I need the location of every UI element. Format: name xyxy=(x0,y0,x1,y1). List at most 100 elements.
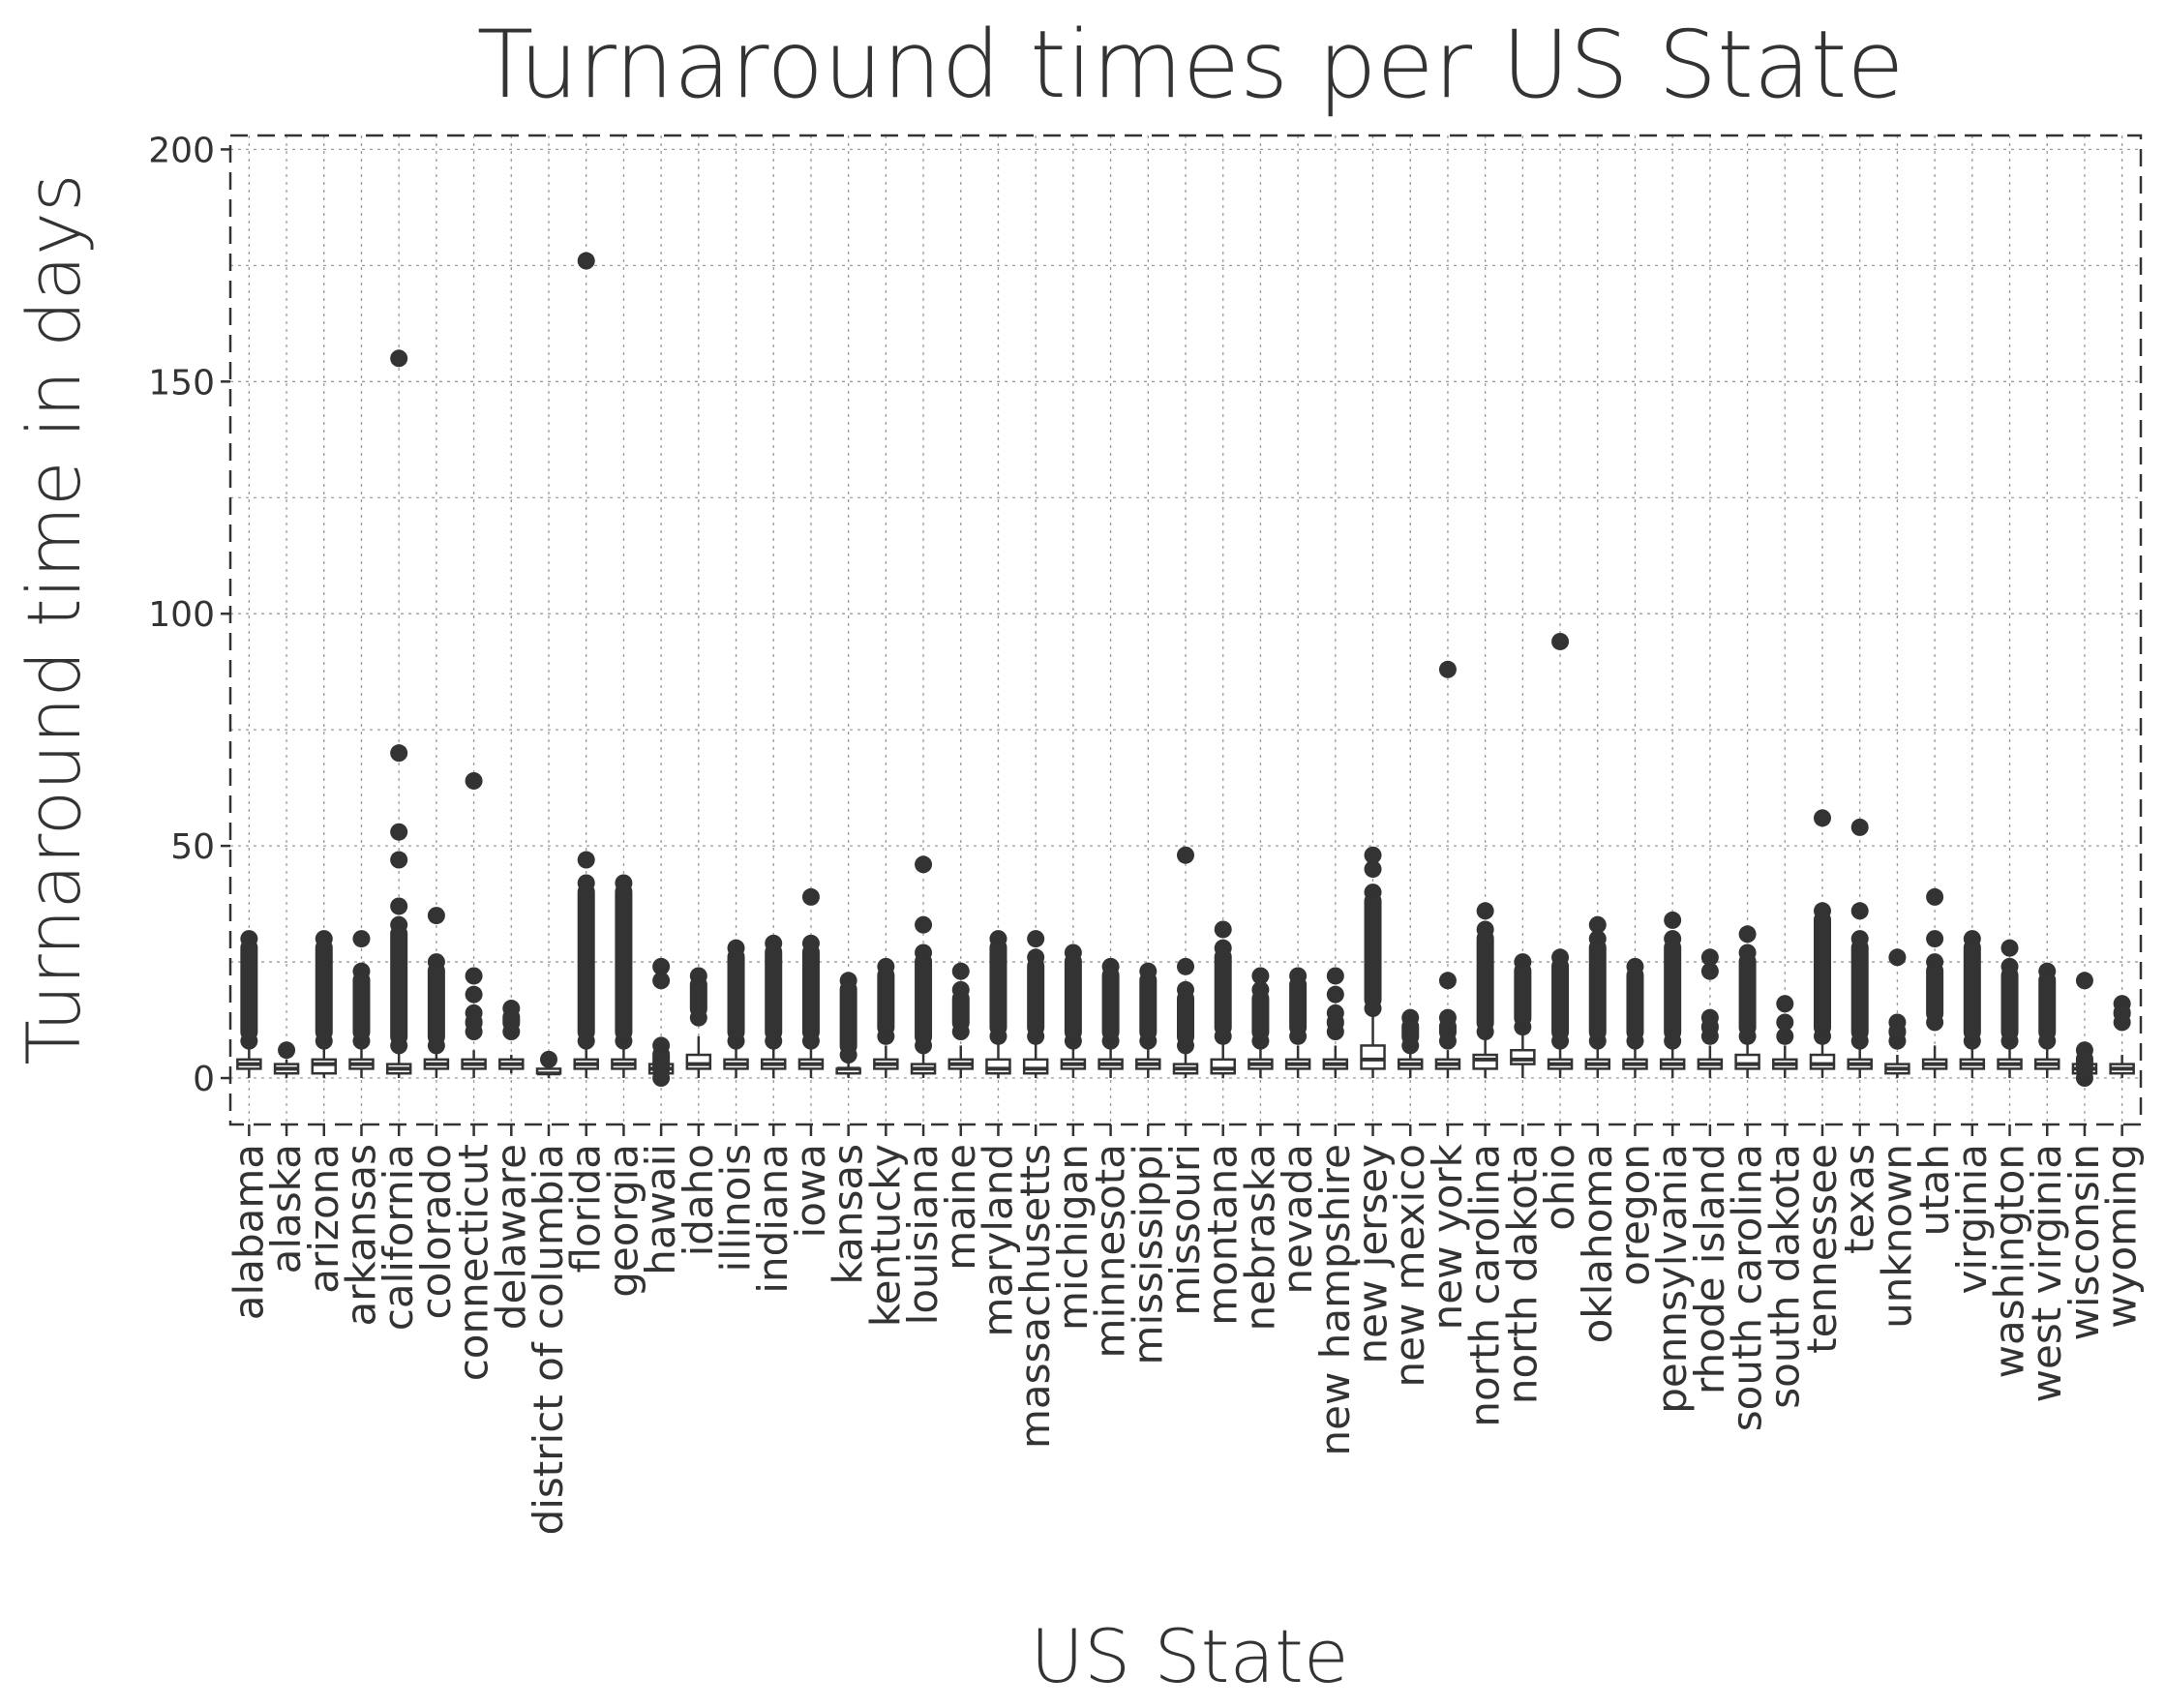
outlier-cluster xyxy=(615,883,633,1041)
outlier-point xyxy=(390,823,408,841)
outlier-cluster xyxy=(765,943,783,1041)
box-group xyxy=(1659,911,1686,1079)
outlier-cluster xyxy=(2038,971,2057,1041)
x-tick-label: new mexico xyxy=(1386,1144,1433,1388)
x-tick-label: west virginia xyxy=(2023,1144,2070,1402)
x-tick-label: massachusetts xyxy=(1011,1144,1059,1449)
box xyxy=(311,1058,338,1075)
outlier-point xyxy=(801,887,820,906)
box-group xyxy=(1060,944,1087,1079)
outlier-cluster xyxy=(1101,966,1120,1041)
outlier-cluster xyxy=(352,971,371,1041)
box-group xyxy=(423,907,450,1079)
box-group xyxy=(760,934,787,1079)
outlier-point xyxy=(427,907,445,925)
box-group xyxy=(461,771,487,1079)
box-group xyxy=(1472,902,1498,1079)
x-tick-label: montana xyxy=(1199,1144,1247,1326)
outlier-cluster xyxy=(801,943,820,1041)
box-group xyxy=(1172,846,1199,1079)
outlier-cluster xyxy=(1064,952,1082,1041)
x-tick-label: indiana xyxy=(749,1144,797,1294)
x-tick-label: north dakota xyxy=(1498,1144,1546,1404)
x-tick-label: pennsylvania xyxy=(1648,1144,1696,1414)
box-group xyxy=(611,874,637,1079)
x-tick-label: utah xyxy=(1910,1144,1958,1236)
x-tick-label: missouri xyxy=(1161,1144,1209,1316)
box-group xyxy=(985,930,1011,1079)
x-tick-label: minnesota xyxy=(1087,1144,1134,1358)
x-tick-label: oregon xyxy=(1610,1144,1658,1286)
x-tick-label: idaho xyxy=(675,1144,722,1256)
outlier-cluster xyxy=(1926,962,1944,1023)
x-tick-label: unknown xyxy=(1873,1144,1920,1329)
box xyxy=(1022,1058,1049,1075)
outlier-point xyxy=(1326,967,1344,985)
outlier-point xyxy=(1926,887,1944,906)
box xyxy=(685,1053,712,1070)
x-tick-label: district of columbia xyxy=(525,1144,572,1535)
y-axis-label: Turnaround time in days xyxy=(11,173,97,1064)
box xyxy=(1360,1044,1386,1070)
x-tick-label: connecticut xyxy=(450,1144,497,1381)
outlier-cluster xyxy=(1289,975,1308,1036)
outlier-cluster xyxy=(839,980,857,1056)
outlier-point xyxy=(577,252,595,270)
x-tick-label: south carolina xyxy=(1724,1144,1771,1431)
outlier-cluster xyxy=(1551,957,1570,1041)
x-tick-label: hawaii xyxy=(637,1144,684,1275)
outlier-cluster xyxy=(1963,939,1981,1041)
outlier-cluster xyxy=(1139,971,1158,1041)
box xyxy=(1734,1053,1760,1070)
outlier-point xyxy=(1776,1013,1794,1032)
outlier-cluster xyxy=(502,1008,521,1033)
chart-title: Turnaround times per US State xyxy=(477,11,1905,119)
outlier-cluster xyxy=(1438,1017,1457,1041)
outlier-point xyxy=(1214,920,1232,939)
x-tick-label: colorado xyxy=(412,1144,460,1320)
x-tick-label: tennessee xyxy=(1798,1144,1846,1354)
box-group xyxy=(910,855,937,1079)
outlier-point xyxy=(1888,948,1907,967)
x-tick-label: arkansas xyxy=(337,1144,384,1326)
box-group xyxy=(1397,1008,1424,1079)
outlier-point xyxy=(465,771,483,790)
x-axis: alabamaalaskaarizonaarkansascaliforniaco… xyxy=(225,1124,2146,1535)
x-tick-label: iowa xyxy=(787,1144,834,1238)
x-tick-label: wyoming xyxy=(2098,1144,2146,1329)
outlier-point xyxy=(1776,995,1794,1013)
outlier-cluster xyxy=(1401,1017,1420,1046)
x-tick-label: mississippi xyxy=(1124,1144,1171,1364)
x-tick-label: new hampshire xyxy=(1311,1144,1359,1455)
outlier-point xyxy=(1027,930,1045,948)
outlier-cluster xyxy=(877,966,895,1036)
box-group xyxy=(1210,920,1236,1079)
outlier-point xyxy=(1738,925,1757,944)
box-group xyxy=(1809,809,1836,1079)
outlier-point xyxy=(1926,930,1944,948)
outlier-cluster xyxy=(1738,952,1757,1036)
x-tick-label: florida xyxy=(562,1144,610,1274)
x-tick-label: nevada xyxy=(1274,1144,1321,1294)
outlier-point xyxy=(1776,1027,1794,1045)
box-group xyxy=(797,887,825,1079)
outlier-point xyxy=(577,851,595,869)
box-group xyxy=(1135,962,1161,1079)
box-group xyxy=(1847,818,1873,1079)
outlier-point xyxy=(1588,915,1607,934)
y-tick-label: 50 xyxy=(170,827,215,867)
box-group xyxy=(1921,887,1948,1079)
outlier-point xyxy=(540,1050,557,1068)
outlier-point xyxy=(1850,902,1869,920)
x-tick-label: north carolina xyxy=(1461,1144,1509,1427)
outlier-cluster xyxy=(1251,989,1270,1041)
outlier-point xyxy=(390,744,408,763)
x-tick-label: wisconsin xyxy=(2060,1144,2108,1340)
outlier-point xyxy=(1251,967,1270,985)
outlier-cluster xyxy=(315,939,333,1041)
box-group xyxy=(1772,995,1798,1079)
x-tick-label: maryland xyxy=(974,1144,1021,1336)
x-tick-label: texas xyxy=(1836,1144,1883,1254)
box-group xyxy=(273,1041,300,1079)
